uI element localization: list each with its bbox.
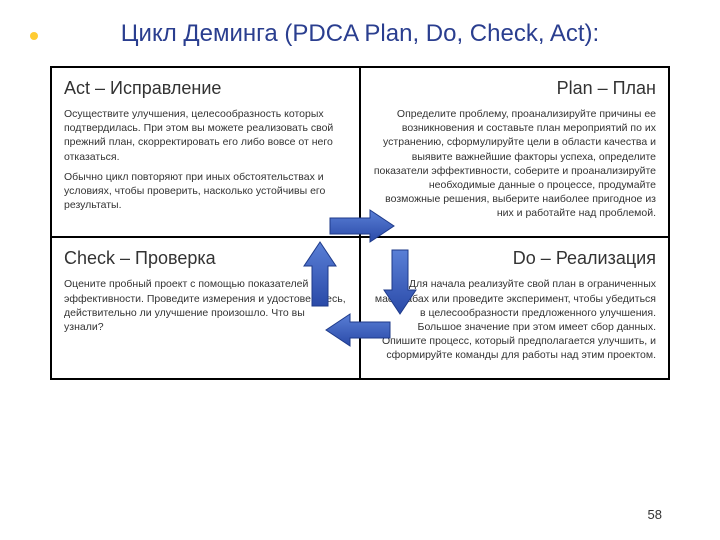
act-body-1: Осуществите улучшения, целесообразность … <box>64 107 347 164</box>
do-body: Для начала реализуйте свой план в ограни… <box>373 277 656 362</box>
do-heading: Do – Реализация <box>373 248 656 269</box>
plan-body-1: Определите проблему, проанализируйте при… <box>373 107 656 220</box>
page-title: Цикл Деминга (PDCA Plan, Do, Check, Act)… <box>50 20 670 48</box>
cell-do: Do – Реализация Для начала реализуйте св… <box>360 237 669 379</box>
cell-plan: Plan – План Определите проблему, проанал… <box>360 67 669 237</box>
check-body-1: Оцените пробный проект с помощью показат… <box>64 277 347 334</box>
do-body-1: Для начала реализуйте свой план в ограни… <box>373 277 656 362</box>
pdca-grid: Act – Исправление Осуществите улучшения,… <box>50 66 670 380</box>
cell-act: Act – Исправление Осуществите улучшения,… <box>51 67 360 237</box>
plan-body: Определите проблему, проанализируйте при… <box>373 107 656 220</box>
act-body: Осуществите улучшения, целесообразность … <box>64 107 347 212</box>
page-number: 58 <box>648 507 662 522</box>
check-body: Оцените пробный проект с помощью показат… <box>64 277 347 334</box>
act-heading: Act – Исправление <box>64 78 347 99</box>
check-heading: Check – Проверка <box>64 248 347 269</box>
cell-check: Check – Проверка Оцените пробный проект … <box>51 237 360 379</box>
title-bullet <box>30 32 38 40</box>
plan-heading: Plan – План <box>373 78 656 99</box>
act-body-2: Обычно цикл повторяют при иных обстоятел… <box>64 170 347 213</box>
